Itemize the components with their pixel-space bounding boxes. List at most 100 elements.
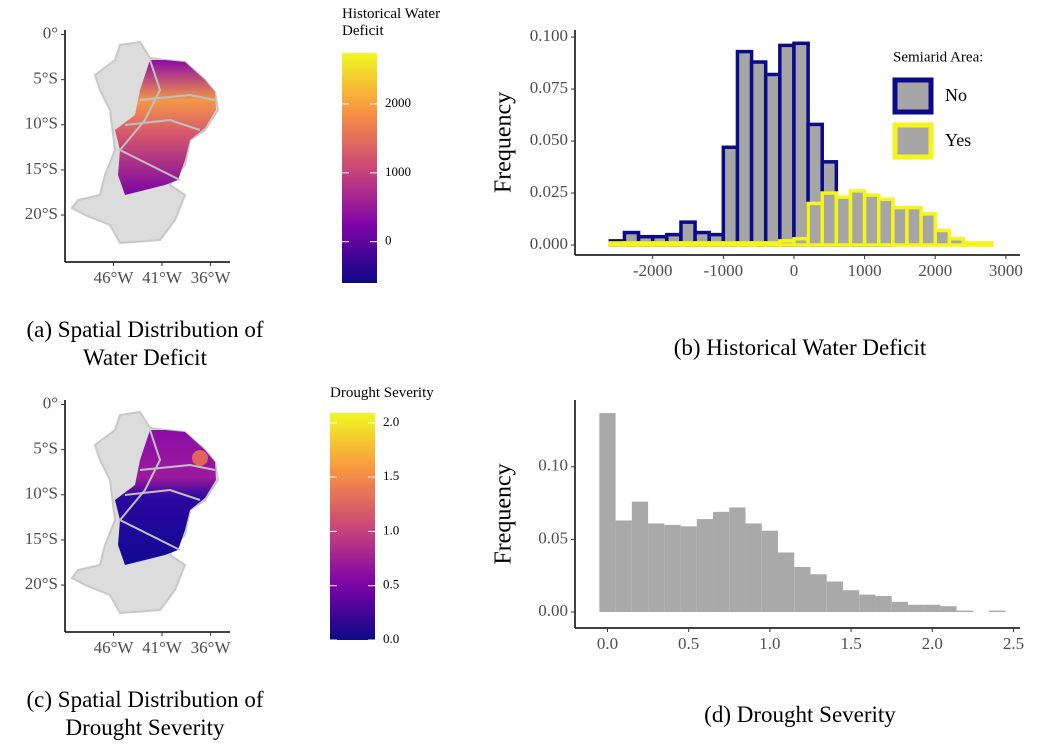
bar — [735, 241, 754, 247]
bar — [745, 523, 762, 613]
y-tick-label: 5°S — [33, 69, 58, 88]
colorbar-tick-label: 0 — [385, 233, 392, 248]
bar — [940, 606, 957, 613]
bar — [848, 189, 867, 247]
bar — [862, 193, 881, 247]
x-tick-label: 36°W — [191, 268, 232, 287]
bar — [693, 241, 711, 247]
bar — [794, 567, 811, 613]
bar — [792, 237, 810, 247]
colorbar-tick-label: 2.0 — [383, 414, 399, 429]
bar — [636, 241, 655, 247]
bar — [650, 241, 669, 247]
y-tick-label: 20°S — [25, 574, 58, 593]
bar — [778, 239, 796, 247]
x-tick-label: 2.0 — [922, 634, 943, 653]
bar — [599, 413, 616, 613]
y-tick-label: 10°S — [25, 114, 58, 133]
y-tick-label: 15°S — [25, 529, 58, 548]
bar — [956, 610, 973, 613]
colorbar-tick-label: 1000 — [385, 164, 411, 179]
y-tick-label: 10°S — [25, 484, 58, 503]
bar — [622, 241, 641, 247]
bar — [721, 145, 740, 247]
bar — [749, 60, 768, 247]
x-tick-label: -2000 — [633, 261, 673, 280]
bar — [989, 610, 1006, 613]
y-tick-label: 0.00 — [538, 601, 568, 620]
bar — [792, 41, 810, 247]
bar — [975, 241, 994, 247]
bar — [665, 241, 683, 247]
x-tick-label: 3000 — [989, 261, 1023, 280]
legend-swatch — [892, 122, 934, 160]
colorbar-tick-label: 1.5 — [383, 468, 399, 483]
bar — [919, 212, 937, 247]
legend-swatch — [892, 77, 934, 115]
x-tick-label: -1000 — [703, 261, 743, 280]
bar — [826, 581, 843, 613]
map-shape — [70, 40, 220, 245]
bar — [947, 237, 966, 247]
bar — [735, 49, 754, 247]
bar — [631, 501, 649, 613]
bar — [820, 191, 839, 247]
bar — [891, 601, 908, 613]
bar — [664, 524, 681, 613]
x-tick-label: 46°W — [94, 268, 135, 287]
y-tick-label: 0° — [43, 393, 58, 412]
bar — [834, 195, 853, 247]
caption: (b) Historical Water Deficit — [673, 335, 927, 360]
bar — [875, 596, 892, 613]
bar — [924, 604, 941, 613]
bar — [961, 241, 980, 247]
x-tick-label: 1.0 — [759, 634, 780, 653]
colorbar-tick-label: 0.5 — [383, 577, 399, 592]
y-tick-label: 0.05 — [538, 528, 568, 547]
bar — [763, 241, 782, 247]
x-tick-label: 1000 — [848, 261, 882, 280]
colorbar-tick-label: 0.0 — [383, 631, 399, 646]
bar — [680, 526, 697, 613]
bar — [778, 43, 796, 247]
y-tick-label: 0.050 — [530, 130, 568, 149]
bar — [842, 590, 860, 613]
y-tick-label: 5°S — [33, 439, 58, 458]
bar — [608, 241, 627, 247]
bar — [615, 520, 632, 613]
bar — [648, 523, 665, 613]
legend-label: Yes — [945, 130, 971, 150]
y-tick-label: 0.100 — [530, 26, 568, 45]
map-shape — [70, 410, 220, 615]
caption: (d) Drought Severity — [704, 702, 896, 727]
x-tick-label: 0.5 — [678, 634, 699, 653]
x-tick-label: 41°W — [142, 638, 183, 657]
x-tick-label: 1.5 — [840, 634, 861, 653]
bar — [696, 519, 714, 613]
colorbar-title: Drought Severity — [330, 385, 434, 401]
x-tick-label: 0 — [790, 261, 799, 280]
bar — [713, 511, 730, 613]
x-tick-label: 36°W — [191, 638, 232, 657]
x-tick-label: 46°W — [94, 638, 135, 657]
bar — [859, 594, 876, 613]
bar — [907, 604, 925, 613]
colorbar-tick-label: 1.0 — [383, 522, 399, 537]
bar — [749, 241, 768, 247]
bar — [763, 72, 782, 247]
y-tick-label: 0° — [43, 23, 58, 42]
y-axis-title: Frequency — [491, 92, 517, 193]
bar — [707, 241, 726, 247]
bar — [729, 507, 746, 613]
x-tick-label: 0.0 — [597, 634, 618, 653]
bar — [905, 205, 923, 247]
bar — [721, 241, 740, 247]
bar — [679, 241, 697, 247]
y-tick-label: 0.025 — [530, 182, 568, 201]
bar — [933, 228, 952, 247]
legend-label: No — [945, 85, 967, 105]
caption: (a) Spatial Distribution of Water Defici… — [26, 317, 264, 370]
bar — [778, 552, 795, 613]
colorbar — [330, 413, 375, 640]
